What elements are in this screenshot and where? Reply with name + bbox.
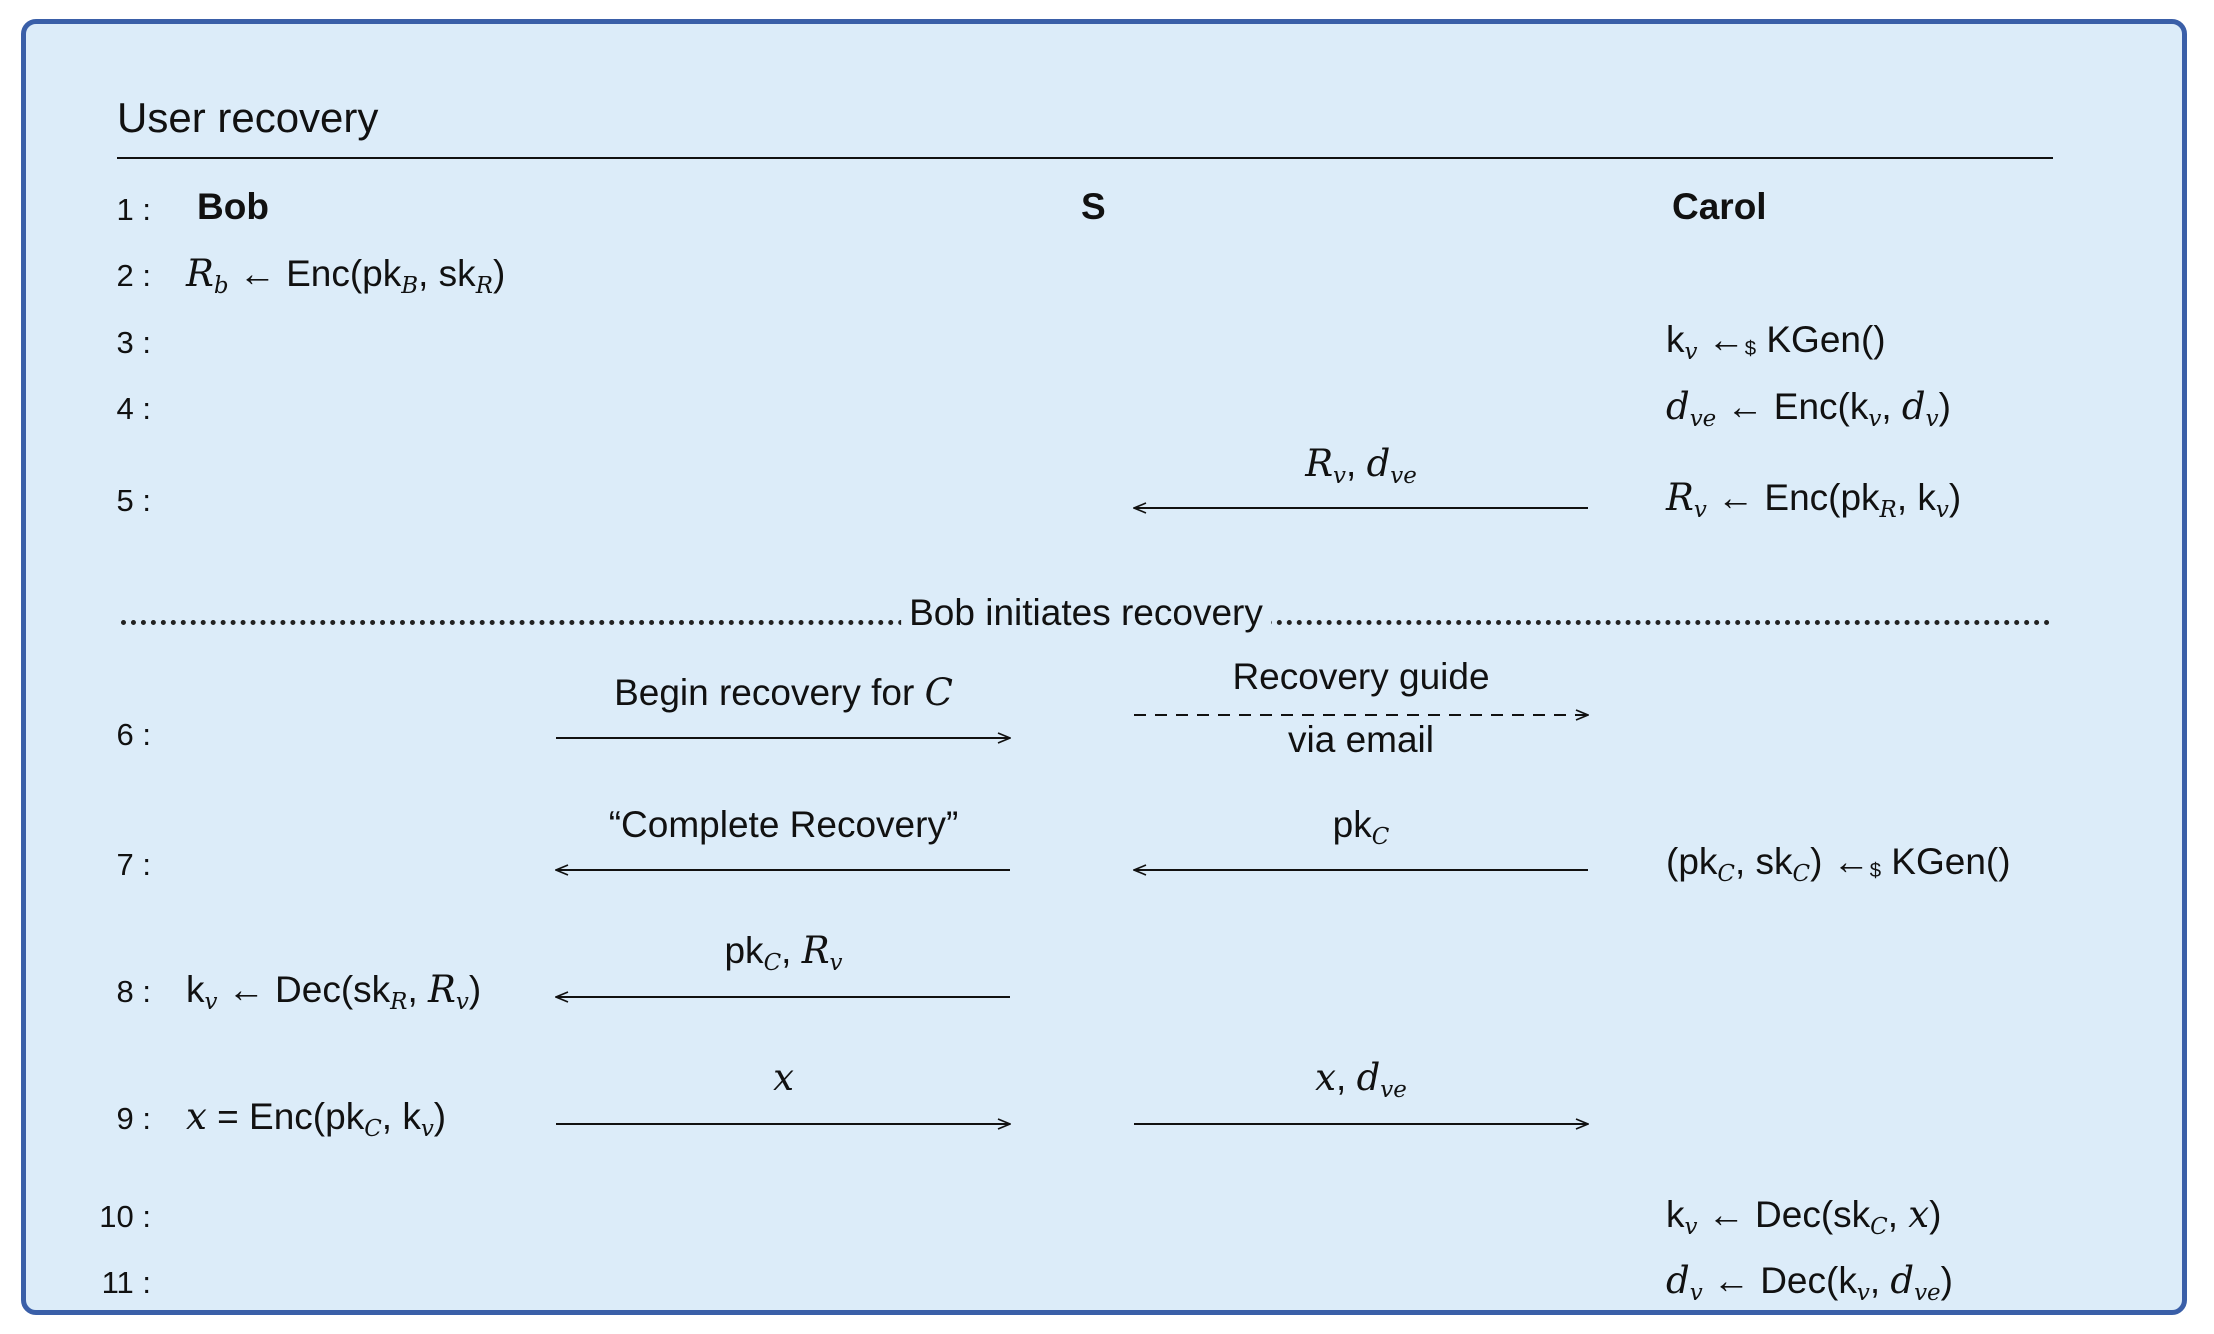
line-number-10: 10 :: [99, 1199, 151, 1234]
phase-separator: Bob initiates recovery: [121, 592, 2051, 636]
step-2-bob: Rb ← Enc(pkB, skR): [186, 252, 506, 299]
line-number-2: 2 :: [116, 258, 151, 293]
step-3-carol: kv ←$ KGen(): [1666, 319, 1886, 365]
line-number-9: 9 :: [116, 1101, 151, 1136]
step-8-bob: kv ← Dec(skR, Rv): [186, 968, 482, 1015]
message-6b-label-bottom: via email: [1288, 719, 1434, 760]
message-9a-label: x: [773, 1056, 794, 1099]
message-5-label: Rv, dve: [1305, 442, 1417, 489]
line-number-7: 7 :: [116, 847, 151, 882]
line-number-11: 11 :: [101, 1265, 151, 1300]
separator-label: Bob initiates recovery: [901, 592, 1271, 634]
step-11-carol: dv ← Dec(kv, dve): [1666, 1259, 1953, 1306]
step-10-carol: kv ← Dec(skC, x): [1666, 1193, 1942, 1240]
party-carol: Carol: [1672, 186, 1767, 227]
message-6b-label-top: Recovery guide: [1232, 656, 1490, 697]
message-9b-label: x, dve: [1315, 1056, 1407, 1103]
protocol-box: User recovery 1 : 2 : 3 : 4 : 5 : 6 : 7 …: [21, 19, 2187, 1315]
line-number-8: 8 :: [116, 974, 151, 1009]
message-6a-label: Begin recovery for C: [614, 671, 953, 714]
party-bob: Bob: [197, 186, 269, 227]
message-7a-label: “Complete Recovery”: [608, 804, 959, 845]
line-number-4: 4 :: [116, 391, 151, 426]
line-number-1: 1 :: [116, 192, 151, 227]
step-7-carol: (pkC, skC) ←$ KGen(): [1666, 841, 2011, 887]
diagram-title: User recovery: [117, 94, 379, 141]
line-number-3: 3 :: [116, 325, 151, 360]
line-number-6: 6 :: [116, 717, 151, 752]
line-number-5: 5 :: [116, 483, 151, 518]
step-9-bob: x = Enc(pkC, kv): [186, 1095, 447, 1142]
message-arrows: [26, 24, 2192, 1320]
title-rule: [117, 157, 2053, 159]
message-8-label: pkC, Rv: [724, 929, 843, 976]
step-5-carol: Rv ← Enc(pkR, kv): [1666, 476, 1962, 523]
party-server: S: [1081, 186, 1106, 227]
message-7b-label: pkC: [1332, 804, 1390, 850]
step-4-carol: dve ← Enc(kv, dv): [1666, 385, 1951, 432]
